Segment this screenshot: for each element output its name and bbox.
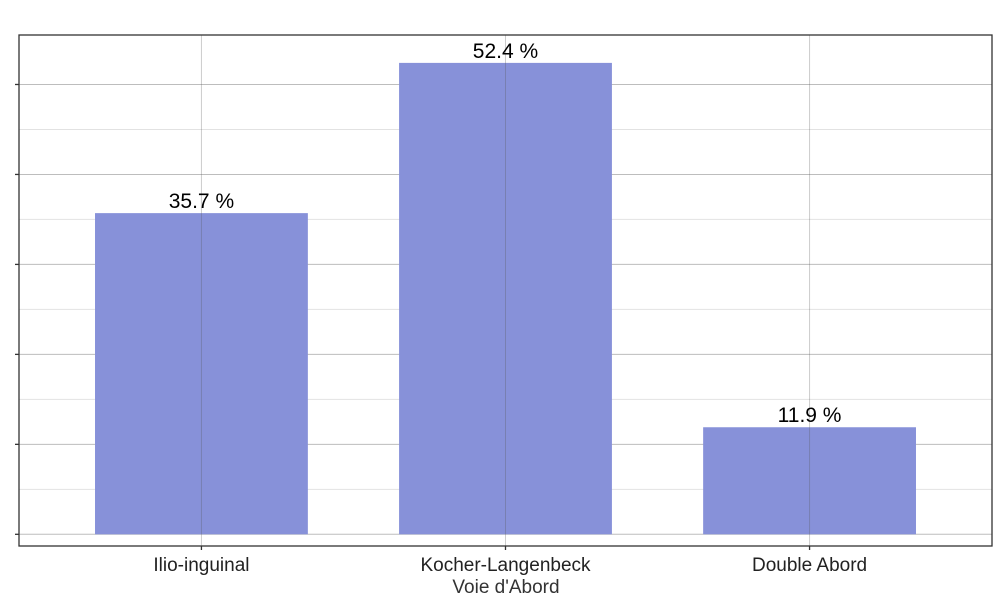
data-label: 11.9 % xyxy=(778,404,842,427)
data-label: 52.4 % xyxy=(473,40,538,63)
bar-ilio-inguinal xyxy=(95,213,308,535)
x-tick-label: Kocher-Langenbeck xyxy=(420,555,591,576)
data-labels: 35.7 % 52.4 % 11.9 % xyxy=(169,40,842,427)
bar-double-abord xyxy=(703,427,916,535)
y-axis-ticks xyxy=(15,83,19,535)
x-axis-title: Voie d'Abord xyxy=(452,577,559,598)
bars xyxy=(95,62,916,535)
x-tick-label: Double Abord xyxy=(752,555,867,576)
bar-kocher-langenbeck xyxy=(399,62,612,535)
data-label: 35.7 % xyxy=(169,190,234,213)
x-axis-tick-labels: Ilio-inguinal Kocher-Langenbeck Double Abo… xyxy=(153,546,867,576)
x-gridlines xyxy=(200,35,811,546)
x-tick-label: Ilio-inguinal xyxy=(153,555,249,576)
plot-panel: 35.7 % 52.4 % 11.9 % xyxy=(15,34,993,547)
